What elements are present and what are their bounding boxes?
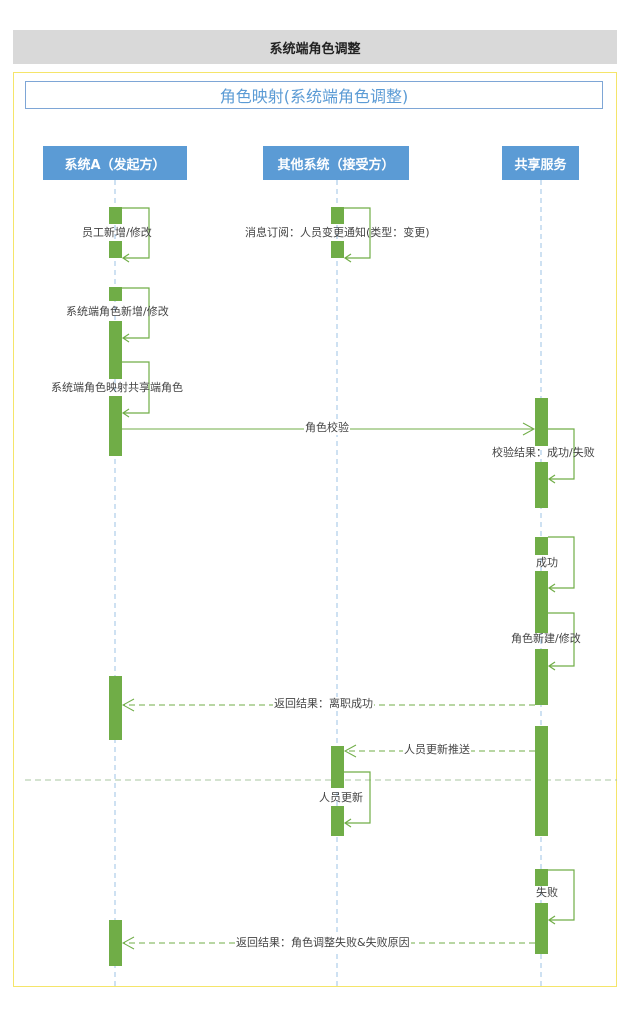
self-message-arrow bbox=[344, 207, 371, 259]
diagram-frame bbox=[13, 72, 617, 987]
activation-bar bbox=[331, 746, 344, 788]
arrow-head bbox=[522, 422, 536, 436]
activation-bar bbox=[535, 571, 548, 633]
self-message-arrow bbox=[548, 612, 575, 667]
activation-bar bbox=[535, 649, 548, 705]
participant-other-system-label: 其他系统（接受方） bbox=[277, 157, 395, 173]
arrow-head bbox=[547, 583, 556, 593]
activation-bar bbox=[535, 726, 548, 836]
arrow-head bbox=[547, 661, 556, 671]
self-message-arrow bbox=[122, 287, 150, 339]
activation-bar bbox=[109, 321, 122, 379]
label-return-fail: 返回结果：角色调整失败&失败原因 bbox=[235, 936, 411, 950]
label-person-update: 人员更新 bbox=[319, 791, 363, 804]
arrow-head bbox=[343, 818, 352, 828]
page-header: 系统端角色调整 bbox=[13, 30, 617, 64]
diagram-title-text: 角色映射(系统端角色调整) bbox=[219, 87, 409, 106]
arrow-head bbox=[121, 253, 130, 263]
activation-bar bbox=[109, 287, 122, 301]
label-fail: 失败 bbox=[536, 886, 558, 899]
self-message-arrow bbox=[548, 536, 575, 589]
activation-bar bbox=[331, 806, 344, 836]
label-verify-result: 校验结果：成功/失败 bbox=[492, 446, 595, 459]
self-message-arrow bbox=[548, 869, 575, 921]
activation-bar bbox=[109, 241, 122, 258]
activation-bar bbox=[331, 207, 344, 224]
arrow-head bbox=[121, 333, 130, 343]
participant-shared-service: 共享服务 bbox=[502, 146, 579, 180]
label-role-add: 系统端角色新增/修改 bbox=[66, 305, 169, 318]
activation-bar bbox=[109, 396, 122, 456]
participant-other-system: 其他系统（接受方） bbox=[263, 146, 409, 180]
label-role-verify: 角色校验 bbox=[304, 421, 350, 435]
activation-bar bbox=[109, 676, 122, 740]
participant-system-a: 系统A（发起方） bbox=[43, 146, 187, 180]
label-success: 成功 bbox=[536, 556, 558, 569]
label-role-map: 系统端角色映射共享端角色 bbox=[51, 381, 183, 394]
page-title: 系统端角色调整 bbox=[269, 41, 361, 57]
participant-shared-service-label: 共享服务 bbox=[514, 157, 567, 173]
label-role-build: 角色新建/修改 bbox=[511, 632, 581, 645]
arrow-head bbox=[121, 698, 135, 712]
arrow-head bbox=[547, 474, 556, 484]
self-message-arrow bbox=[122, 361, 150, 414]
diagram-title: 角色映射(系统端角色调整) bbox=[25, 81, 603, 109]
self-message-arrow bbox=[122, 207, 150, 259]
activation-bar bbox=[331, 241, 344, 258]
label-employee-add: 员工新增/修改 bbox=[82, 226, 152, 239]
self-message-arrow bbox=[548, 428, 575, 480]
arrow-head bbox=[343, 253, 352, 263]
arrow-head bbox=[343, 744, 357, 758]
arrow-head bbox=[121, 936, 135, 950]
activation-bar bbox=[535, 869, 548, 886]
label-notify-subscription: 消息订阅：人员变更通知(类型：变更) bbox=[245, 226, 430, 239]
activation-bar bbox=[109, 920, 122, 966]
participant-system-a-label: 系统A（发起方） bbox=[64, 157, 166, 173]
activation-bar bbox=[535, 462, 548, 508]
label-return-success: 返回结果：离职成功 bbox=[273, 697, 374, 711]
activation-bar bbox=[535, 398, 548, 446]
activation-bar bbox=[535, 903, 548, 954]
activation-bar bbox=[109, 207, 122, 224]
arrow-head bbox=[121, 408, 130, 418]
activation-bar bbox=[535, 537, 548, 555]
label-person-push: 人员更新推送 bbox=[403, 743, 471, 757]
arrow-head bbox=[547, 915, 556, 925]
self-message-arrow bbox=[344, 771, 371, 824]
